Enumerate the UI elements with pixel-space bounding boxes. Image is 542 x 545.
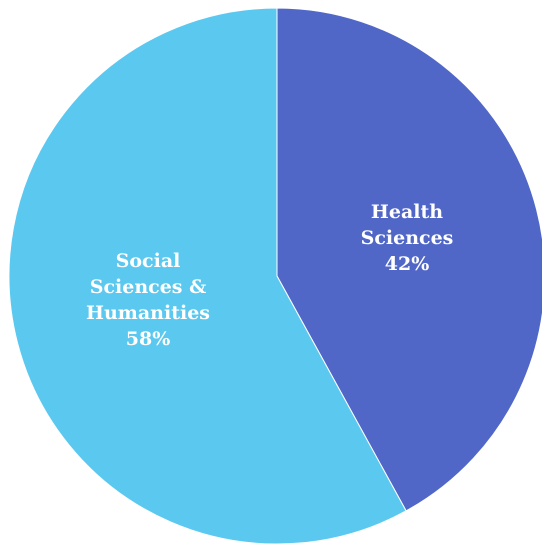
slice-category-label: Sciences & <box>90 276 207 298</box>
pie-slice-0 <box>276 7 542 512</box>
slice-category-label: Sciences <box>361 227 454 249</box>
pie-slice-label-0: Health Sciences 42% <box>361 201 454 275</box>
pie-slice-1 <box>8 7 407 545</box>
pie-slices <box>8 7 542 545</box>
slice-category-label: Health <box>371 201 443 223</box>
slice-category-label: Social <box>116 250 181 272</box>
slice-percent-label: 42% <box>385 253 430 275</box>
pie-slice-label-1: Social Sciences & Humanities 58% <box>86 250 210 350</box>
slice-percent-label: 58% <box>126 328 171 350</box>
pie-labels: Health Sciences 42% Social Sciences & Humanit… <box>86 201 453 350</box>
slice-category-label: Humanities <box>86 302 210 324</box>
